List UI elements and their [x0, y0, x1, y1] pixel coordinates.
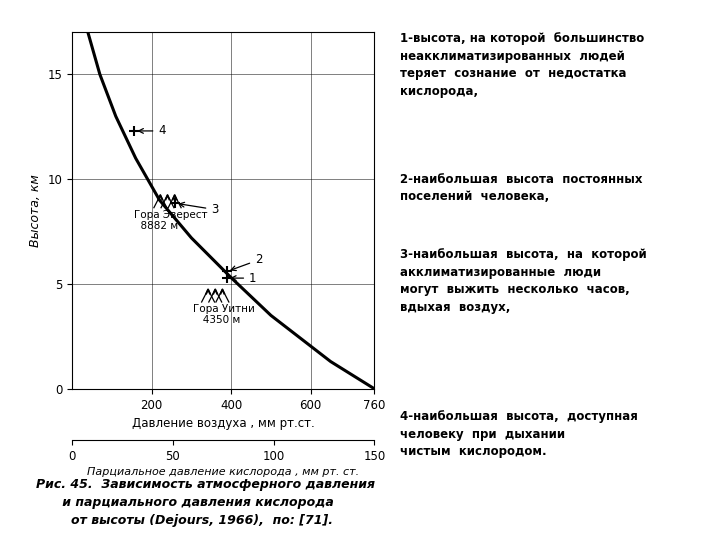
Text: Гора Уитни
   4350 м: Гора Уитни 4350 м [194, 304, 255, 326]
Text: Гора Эверест
  8882 м: Гора Эверест 8882 м [134, 210, 207, 231]
Text: 4-наибольшая  высота,  доступная
человеку  при  дыхании
чистым  кислородом.: 4-наибольшая высота, доступная человеку … [400, 410, 637, 458]
Text: 4: 4 [139, 124, 166, 138]
Text: Рис. 45.  Зависимость атмосферного давления
      и парциального давления кислор: Рис. 45. Зависимость атмосферного давлен… [36, 478, 375, 527]
Text: Парциальное давление кислорода , мм рт. ст.: Парциальное давление кислорода , мм рт. … [87, 467, 359, 477]
Text: 3: 3 [179, 202, 219, 216]
Text: 1-высота, на которой  большинство
неакклиматизированных  людей
теряет  сознание : 1-высота, на которой большинство неаккли… [400, 32, 644, 98]
Text: 3-наибольшая  высота,  на  которой
акклиматизированные  люди
могут  выжить  неск: 3-наибольшая высота, на которой акклимат… [400, 248, 647, 314]
Y-axis label: Высота, км: Высота, км [29, 174, 42, 247]
Text: 1: 1 [231, 272, 256, 285]
Text: 2-наибольшая  высота  постоянных
поселений  человека,: 2-наибольшая высота постоянных поселений… [400, 173, 642, 203]
Text: 2: 2 [231, 253, 263, 271]
X-axis label: Давление воздуха , мм рт.ст.: Давление воздуха , мм рт.ст. [132, 417, 315, 430]
